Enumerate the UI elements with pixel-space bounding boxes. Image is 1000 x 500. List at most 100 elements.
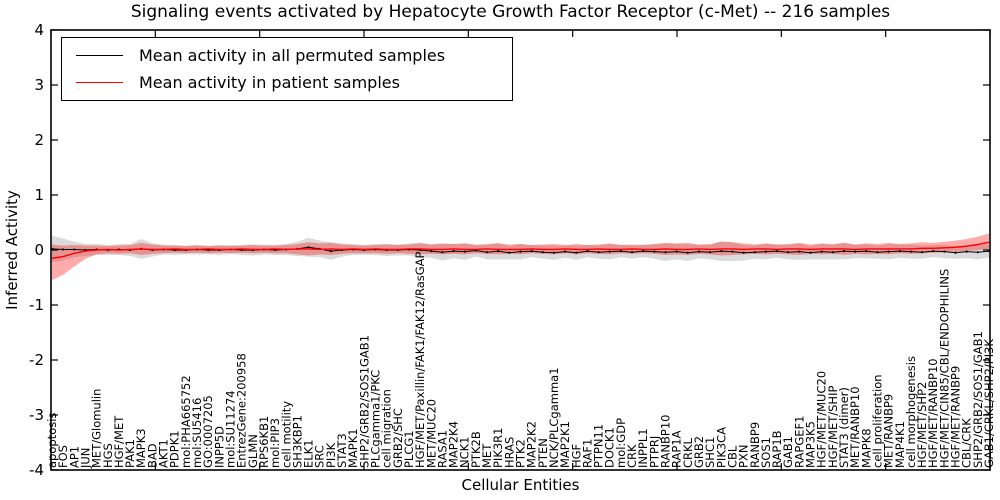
x-tick-label: STAT3 (dimer) [837,387,851,468]
permuted-point-marker [307,246,310,249]
x-tick-label: AKT1 [157,439,171,468]
x-tick-label: SHC1 [703,437,717,468]
x-tick-label: MAP2K2 [525,421,539,468]
x-tick-label: HGF/MET/RANBP10 [926,358,940,468]
x-tick-label: STAT3 [335,433,349,468]
x-tick-label: HGF/MET/SHP2 [915,382,929,468]
permuted-point-marker [809,251,812,254]
permuted-point-marker [764,250,768,253]
x-tick-label: MET [480,443,494,468]
x-tick-label: mol:PHA665752 [179,375,193,468]
permuted-point-marker [686,251,689,254]
x-tick-label: SOS1 [759,437,773,468]
x-tick-label: MAP3K5 [804,421,818,468]
x-tick-label: RAPGEF1 [792,416,806,468]
y-tick-label: 0 [34,241,44,259]
permuted-point-marker [675,250,678,253]
permuted-point-marker [798,250,801,253]
x-tick-label: SRC [313,445,327,468]
permuted-point-marker [62,248,65,251]
permuted-point-marker [463,250,466,253]
x-tick-label: CBL/CRK [960,418,974,468]
permuted-point-marker [697,250,701,253]
permuted-point-marker [329,250,332,253]
x-tick-label: PTK2B [469,431,483,468]
permuted-point-marker [943,250,946,253]
permuted-point-marker [932,250,935,253]
legend: Mean activity in all permuted samples Me… [61,37,513,101]
x-tick-label: MAP2K4 [447,421,461,468]
legend-item-permuted: Mean activity in all permuted samples [62,42,512,69]
x-tick-label: CRKL [681,437,695,468]
y-tick-label: 3 [34,76,44,94]
x-tick-label: CBL [725,445,739,468]
permuted-point-marker [954,251,957,254]
x-tick-label: MAPK1 [346,428,360,468]
x-tick-label: ELK1 [302,439,316,468]
x-tick-label: PIK3CA [714,427,728,468]
x-tick-label: CRK [625,444,639,468]
x-tick-label: BAD [145,443,159,468]
chart-title: Signaling events activated by Hepatocyte… [130,2,891,22]
x-tick-label: cell morphogenesis [904,356,918,468]
x-tick-label: PI3K [324,442,338,468]
x-tick-label: apoptosis [45,413,59,468]
x-axis-label: Cellular Entities [461,476,580,494]
x-tick-label: mol:PIP3 [268,418,282,468]
x-tick-label: INPP5D [212,426,226,468]
x-tick-label: PLCG1 [402,430,416,468]
x-tick-label: NCK/PLCgamma1 [547,367,561,468]
x-tick-label: SHP2/GRB2/SOS1/GAB1 [971,331,985,468]
permuted-point-marker [920,251,924,254]
permuted-point-marker [519,250,522,253]
permuted-point-marker [653,250,656,253]
x-tick-label: MET/RANBP10 [848,386,862,468]
permuted-point-marker [485,251,489,254]
y-tick-label: 1 [34,186,44,204]
legend-item-patient: Mean activity in patient samples [62,69,512,96]
y-tick-label: 2 [34,131,44,149]
x-tick-label: NCK1 [458,437,472,469]
permuted-point-marker [898,250,901,253]
x-tick-label: RASA1 [435,430,449,468]
x-tick-label: PXN [737,445,751,468]
permuted-point-marker [720,250,723,253]
permuted-point-marker [909,250,913,253]
x-tick-label: GAB1 [781,436,795,468]
patient-line-swatch-icon [76,82,123,83]
permuted-point-marker [630,251,634,254]
legend-label-patient: Mean activity in patient samples [139,73,400,92]
x-tick-label: HGF/MET/RANBP9 [949,366,963,468]
x-tick-label: MAPK3 [134,428,148,468]
x-tick-label: JUN [78,448,92,469]
x-tick-label: HGS [101,443,115,468]
x-tick-label: HGF/MET/MUC20 [815,371,829,468]
x-tick-label: SHP2/GRB2/SOS1GAB1 [357,335,371,468]
x-tick-label: RANBP10 [659,415,673,468]
x-tick-label: GAB1/CRKL/SHP2/PI3K [982,339,996,468]
permuted-point-marker [865,250,868,253]
x-tick-label: GRB2 [692,436,706,468]
x-tick-label: GO:0007205 [201,395,215,468]
x-tick-label: mol:GDP [614,418,628,468]
x-tick-label: EntrezGene:200958 [235,353,249,468]
permuted-line-swatch-icon [76,55,123,56]
permuted-point-marker [608,250,611,253]
permuted-point-marker [552,251,556,254]
permuted-point-marker [664,251,667,254]
x-tick-label: PIK3R1 [491,428,505,469]
permuted-point-marker [887,250,890,253]
x-tick-label: HGF [569,444,583,468]
patient-std-band [52,233,989,281]
y-tick-label: -1 [29,296,44,314]
permuted-point-marker [430,250,433,253]
x-tick-label: AP1 [67,446,81,468]
permuted-point-marker [709,251,712,254]
x-tick-label: DOCK1 [603,427,617,468]
x-tick-label: RAP1A [670,430,684,468]
x-tick-label: MET/Glomulin [90,389,104,468]
permuted-point-marker [742,251,745,254]
permuted-point-marker [731,250,734,253]
x-tick-label: SH3KBP1 [290,415,304,468]
x-tick-label: RAP1B [770,430,784,468]
